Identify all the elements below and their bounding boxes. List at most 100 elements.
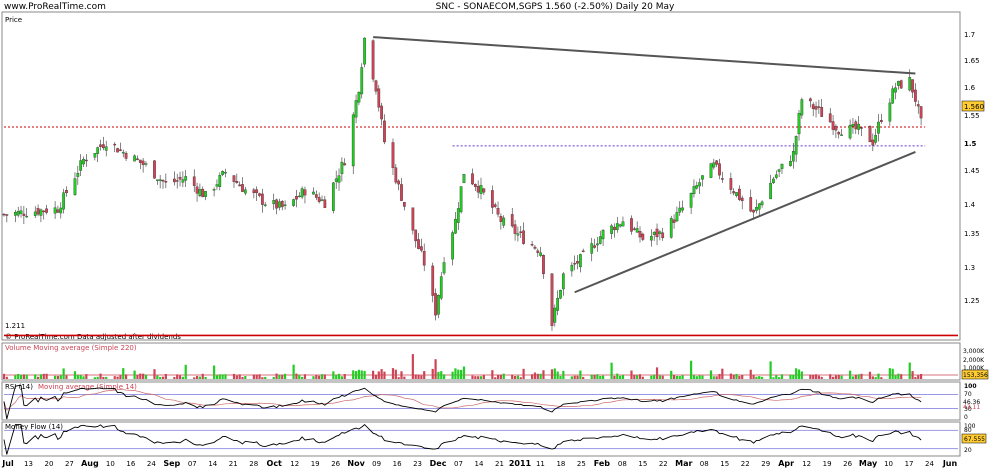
volume-bar <box>73 371 77 379</box>
x-axis-label: 09 <box>372 460 381 468</box>
candle-body <box>144 163 148 165</box>
volume-bar <box>2 373 6 379</box>
volume-bar <box>661 375 664 379</box>
volume-bar <box>164 373 167 379</box>
candle-body <box>613 226 616 231</box>
candle-body <box>16 211 20 216</box>
x-axis-label: 08 <box>700 460 709 468</box>
candle-body <box>278 201 281 208</box>
candle-body <box>916 104 920 107</box>
candle-body <box>556 297 560 311</box>
candle-body <box>374 80 378 92</box>
volume-bar <box>295 373 298 379</box>
volume-bar <box>363 370 366 379</box>
candle-body <box>715 160 719 165</box>
candle-body <box>241 184 244 192</box>
price-y-tick: 1.5 <box>964 140 977 148</box>
candle-body <box>479 185 483 194</box>
x-axis-label: 15 <box>720 460 729 468</box>
candle-body <box>437 295 440 315</box>
x-axis-label: Jul <box>1 459 14 468</box>
volume-bar <box>471 375 474 379</box>
x-axis-label: 24 <box>147 460 156 468</box>
volume-bar <box>372 370 375 379</box>
volume-bar <box>755 376 758 379</box>
candle-body <box>760 201 764 206</box>
x-axis-label: Dec <box>430 459 447 468</box>
candle-body <box>397 180 401 185</box>
candle-body <box>113 143 117 146</box>
candle-body <box>553 307 557 323</box>
volume-bar <box>45 373 48 379</box>
volume-bar <box>460 369 463 379</box>
candle-body <box>777 169 781 172</box>
volume-bar <box>440 371 443 379</box>
volume-bar <box>877 373 880 379</box>
candle-body <box>383 120 386 143</box>
trendline <box>574 150 916 294</box>
volume-bar <box>79 375 82 379</box>
candle-body <box>235 181 239 184</box>
rsi-y-tick: 100 <box>964 383 977 390</box>
volume-bar <box>19 374 23 379</box>
candle-body <box>590 243 594 254</box>
candle-body <box>757 203 761 210</box>
candle-body <box>502 217 506 226</box>
candle-body <box>817 106 821 108</box>
candle-body <box>510 214 514 227</box>
x-axis-label: 14 <box>475 460 484 468</box>
volume-bar <box>619 375 622 379</box>
volume-bar <box>283 373 287 379</box>
candle-body <box>19 210 23 214</box>
candle-body <box>22 213 26 216</box>
candle-body <box>33 211 37 216</box>
candle-body <box>314 194 318 198</box>
volume-bar <box>570 376 573 379</box>
x-axis-label: 17 <box>905 460 914 468</box>
candle-body <box>675 212 679 222</box>
volume-bar <box>96 376 99 379</box>
volume-bar <box>919 374 923 379</box>
x-axis-label: 22 <box>741 460 750 468</box>
candle-body <box>417 239 420 249</box>
candle-body <box>99 144 102 147</box>
candle-body <box>874 134 878 143</box>
candle-body <box>119 149 122 151</box>
x-axis-label: 14 <box>208 460 217 468</box>
candle-body <box>377 88 381 108</box>
volume-bar <box>690 360 693 379</box>
candle-body <box>255 189 259 194</box>
volume-bar <box>457 369 460 379</box>
volume-bar <box>85 374 88 379</box>
candle-body <box>173 178 176 183</box>
candle-body <box>530 244 534 246</box>
candle-body <box>371 40 375 80</box>
candle-body <box>181 179 185 183</box>
volume-bar <box>213 365 216 379</box>
volume-bar <box>718 373 721 379</box>
volume-bar <box>814 374 818 379</box>
candle-body <box>62 192 65 210</box>
candle-body <box>658 231 662 234</box>
volume-bar <box>105 376 108 379</box>
volume-bar <box>391 368 395 379</box>
volume-bar <box>312 376 315 379</box>
x-axis-label: Jun <box>942 459 958 468</box>
candle-body <box>720 178 724 180</box>
x-axis-label: 11 <box>536 460 545 468</box>
x-axis-label: 16 <box>393 460 402 468</box>
volume-bar <box>136 374 139 379</box>
candle-body <box>243 189 247 194</box>
candle-body <box>73 178 77 195</box>
volume-bar <box>670 370 673 379</box>
volume-bar <box>241 377 244 379</box>
price-panel-frame <box>1 11 961 341</box>
candle-body <box>868 126 872 143</box>
candle-body <box>618 224 622 227</box>
volume-bar <box>531 374 534 379</box>
volume-bar <box>414 374 417 379</box>
volume-bar <box>712 376 715 379</box>
volume-bar <box>698 375 701 379</box>
volume-bar <box>62 368 65 379</box>
volume-bar <box>590 374 593 379</box>
